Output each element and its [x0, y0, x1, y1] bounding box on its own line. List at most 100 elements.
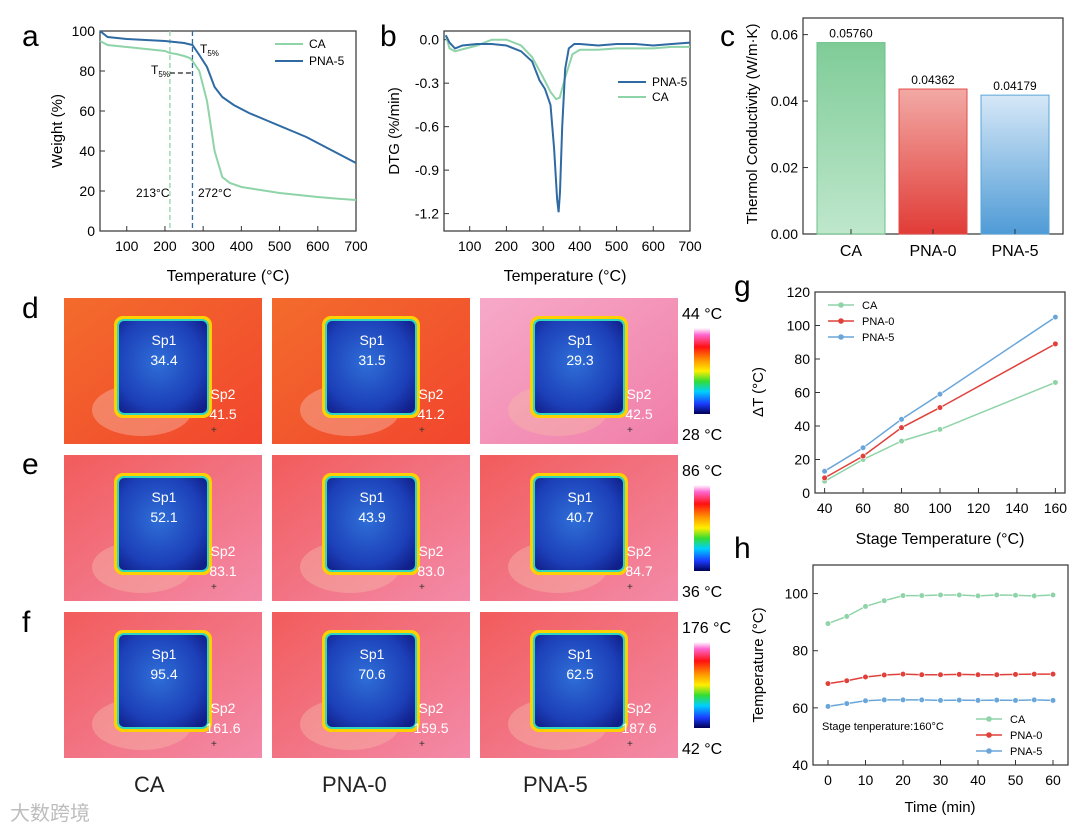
- legend-marker: [986, 716, 992, 722]
- sp1-value: 34.4: [150, 352, 177, 368]
- sp2-label: Sp2: [211, 700, 236, 716]
- sample-square: [119, 478, 207, 570]
- data-point: [881, 671, 888, 679]
- x-tick-label: 400: [568, 238, 592, 254]
- data-point: [859, 453, 867, 460]
- column-label-pna0: PNA-0: [322, 772, 387, 797]
- y-tick-label: 60: [794, 385, 810, 401]
- bar-value-label: 0.04362: [911, 73, 955, 87]
- legend-label-pna0-h: PNA-0: [1010, 730, 1042, 742]
- y-tick-label: -0.9: [415, 162, 439, 178]
- data-point: [974, 697, 982, 704]
- sp2-value: 42.5: [625, 406, 652, 422]
- y-tick-label: 40: [792, 757, 808, 773]
- thermal-cells: Sp1 34.4 Sp2 41.5 + Sp1 31.5 Sp2 41.2 + Sp1 29.3 Sp2…: [64, 298, 678, 758]
- panel-letter-e: e: [22, 448, 39, 481]
- x-tick-label: 200: [153, 238, 177, 254]
- data-point: [918, 696, 925, 703]
- sp2-crosshair: +: [627, 739, 633, 750]
- sp2-value: 41.2: [417, 406, 444, 422]
- y-tick-label: 0.02: [771, 160, 798, 176]
- legend-label-pna5-b: PNA-5: [652, 75, 688, 89]
- sp2-value: 83.0: [417, 563, 444, 579]
- x-axis-label-g: Stage Temperature (°C): [856, 531, 1025, 548]
- x-tick-label: 100: [928, 500, 952, 516]
- y-axis-c: 0.00 0.02 0.04 0.06: [771, 27, 808, 242]
- thermal-scales: 44 °C 28 °C 86 °C 36 °C 176 °C 42 °C: [682, 306, 731, 758]
- sp1-value: 31.5: [358, 352, 385, 368]
- x-tick-label: 80: [894, 500, 910, 516]
- y-tick-label: 100: [72, 23, 96, 39]
- y-tick-label: 0: [802, 485, 810, 501]
- panel-letter-a: a: [22, 20, 39, 53]
- x-axis-label-a: Temperature (°C): [167, 268, 290, 285]
- legend-g: CA PNA-0 PNA-5: [828, 300, 894, 344]
- data-point: [1031, 592, 1038, 599]
- data-point: [974, 592, 982, 599]
- sample-square: [327, 635, 415, 727]
- x-tick-label: 160: [1044, 500, 1068, 516]
- y-tick-label: 0.0: [420, 32, 440, 48]
- x-axis-g: 40 60 80 100 120 140 160: [817, 488, 1067, 516]
- data-point: [898, 416, 905, 423]
- data-point: [1049, 671, 1057, 678]
- data-point: [1031, 671, 1038, 678]
- t5-label-pna5: T5%: [200, 42, 219, 58]
- sp1-value: 52.1: [150, 509, 177, 525]
- sp2-value: 83.1: [209, 563, 236, 579]
- x-tick-label: PNA-0: [909, 243, 956, 260]
- x-axis-h: 0 10 20 30 40 50 60: [824, 760, 1061, 788]
- data-point: [956, 697, 963, 704]
- legend-marker: [838, 318, 844, 324]
- panel-letter-g: g: [734, 270, 751, 303]
- panel-letter-h: h: [734, 532, 751, 565]
- data-point: [937, 671, 944, 678]
- legend-b: PNA-5 CA: [618, 75, 688, 104]
- t5-label-ca: T5%: [151, 63, 170, 79]
- sp2-label: Sp2: [627, 386, 652, 402]
- y-tick-label: 80: [79, 63, 95, 79]
- x-tick-label: 300: [191, 238, 215, 254]
- legend-a: CA PNA-5: [275, 37, 345, 68]
- data-point: [862, 697, 869, 704]
- x-tick-label: 0: [824, 772, 832, 788]
- series-line-ca: [99, 40, 357, 201]
- data-point: [859, 444, 867, 451]
- x-tick-label: 60: [1045, 772, 1061, 788]
- temperature-scale-e: 86 °C 36 °C: [682, 463, 722, 601]
- data-point: [1052, 340, 1059, 348]
- sp1-value: 43.9: [358, 509, 385, 525]
- data-point: [862, 673, 869, 681]
- y-axis-label-h: Temperature (°C): [750, 607, 767, 722]
- data-point: [824, 703, 832, 710]
- thermal-image-e-2: Sp1 43.9 Sp2 83.0 +: [272, 455, 470, 601]
- legend-marker: [986, 748, 992, 754]
- x-tick-label: 140: [1005, 500, 1029, 516]
- thermal-image-d-2: Sp1 31.5 Sp2 41.2 +: [272, 298, 470, 444]
- series-line-pna5-dtg: [444, 34, 691, 213]
- data-point: [956, 671, 963, 678]
- thermal-image-f-3: Sp1 62.5 Sp2 187.6 +: [480, 612, 678, 758]
- sample-square: [535, 635, 623, 727]
- thermal-image-f-2: Sp1 70.6 Sp2 159.5 +: [272, 612, 470, 758]
- x-tick-label: 30: [933, 772, 949, 788]
- x-tick-label: PNA-5: [991, 243, 1038, 260]
- y-axis-h: 40 60 80 100: [785, 586, 818, 773]
- panel-b: b 0.0 -0.3 -0.6 -0.9 -1.2 100 200 300 400 500 600…: [380, 20, 702, 285]
- sp2-crosshair: +: [211, 739, 217, 750]
- scale-max-label: 44 °C: [682, 306, 722, 323]
- sample-square: [535, 321, 623, 413]
- column-label-pna5: PNA-5: [523, 772, 588, 797]
- sp1-value: 62.5: [566, 666, 593, 682]
- data-point: [918, 592, 925, 599]
- thermal-image-d-3: Sp1 29.3 Sp2 42.5 +: [480, 298, 678, 444]
- bar-pna-0: [898, 88, 968, 235]
- y-tick-label: 0.04: [771, 93, 798, 109]
- sample-square: [535, 478, 623, 570]
- bar-pna-5: [980, 94, 1050, 235]
- y-axis-b: 0.0 -0.3 -0.6 -0.9 -1.2: [415, 32, 449, 222]
- data-point: [898, 424, 905, 431]
- temperature-scale-d: 44 °C 28 °C: [682, 306, 722, 444]
- series-line-ca: [827, 594, 1054, 625]
- sp2-crosshair: +: [419, 582, 425, 593]
